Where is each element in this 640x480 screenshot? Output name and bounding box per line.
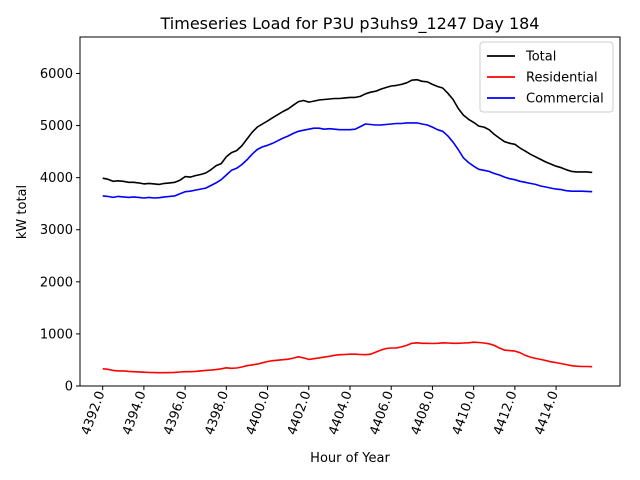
x-tick-label: 4412.0 [491, 389, 521, 437]
y-tick-label: 2000 [40, 275, 73, 290]
x-axis-title: Hour of Year [310, 451, 390, 466]
y-tick-label: 1000 [40, 327, 73, 342]
y-tick-label: 5000 [40, 119, 73, 134]
y-tick-label: 0 [65, 380, 73, 395]
legend-label-residential: Residential [526, 71, 598, 86]
x-tick-label: 4400.0 [244, 389, 274, 437]
legend-box [479, 41, 614, 113]
x-axis-ticks: 4392.0 4394.0 4396.0 4398.0 4400.0 4402.0 4404… [79, 386, 562, 437]
chart-title: Timeseries Load for P3U p3uhs9_1247 Day … [160, 14, 540, 34]
x-tick-label: 4404.0 [326, 389, 356, 437]
y-axis-ticks: 0 1000 2000 3000 4000 5000 6000 [40, 67, 80, 395]
legend-label-total: Total [525, 50, 556, 65]
x-tick-label: 4406.0 [367, 389, 397, 437]
y-tick-label: 4000 [40, 171, 73, 186]
x-tick-label: 4398.0 [202, 389, 232, 437]
y-axis-title: kW total [15, 185, 30, 239]
legend-label-commercial: Commercial [526, 92, 604, 107]
x-tick-label: 4414.0 [532, 389, 562, 437]
series-line-commercial [102, 122, 593, 199]
x-tick-label: 4392.0 [79, 389, 109, 437]
x-tick-label: 4410.0 [450, 389, 480, 437]
y-tick-label: 3000 [40, 223, 73, 238]
x-tick-label: 4396.0 [161, 389, 191, 437]
legend: Total Residential Commercial [479, 41, 614, 113]
series-lines [102, 78, 593, 374]
plot-frame [79, 36, 621, 387]
x-tick-label: 4402.0 [285, 389, 315, 437]
x-tick-label: 4408.0 [409, 389, 439, 437]
x-tick-label: 4394.0 [120, 389, 150, 437]
y-tick-label: 6000 [40, 67, 73, 82]
series-line-total [102, 78, 593, 186]
series-line-residential [102, 341, 593, 374]
